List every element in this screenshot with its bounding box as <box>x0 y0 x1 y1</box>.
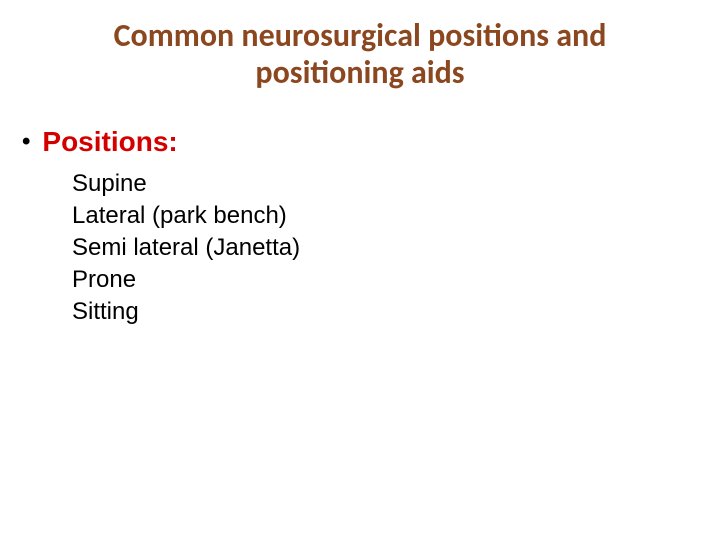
section-heading: • Positions: <box>22 126 720 158</box>
section-label: Positions: <box>42 126 177 158</box>
list-item: Lateral (park bench) <box>72 200 720 231</box>
bullet-icon: • <box>22 130 30 154</box>
list-item: Supine <box>72 168 720 199</box>
item-list: Supine Lateral (park bench) Semi lateral… <box>72 168 720 328</box>
list-item: Semi lateral (Janetta) <box>72 232 720 263</box>
slide: Common neurosurgical positions and posit… <box>0 0 720 540</box>
title-line-1: Common neurosurgical positions and <box>114 16 607 55</box>
slide-title: Common neurosurgical positions and posit… <box>40 18 680 92</box>
list-item: Sitting <box>72 296 720 327</box>
title-line-2: positioning aids <box>255 53 464 92</box>
list-item: Prone <box>72 264 720 295</box>
